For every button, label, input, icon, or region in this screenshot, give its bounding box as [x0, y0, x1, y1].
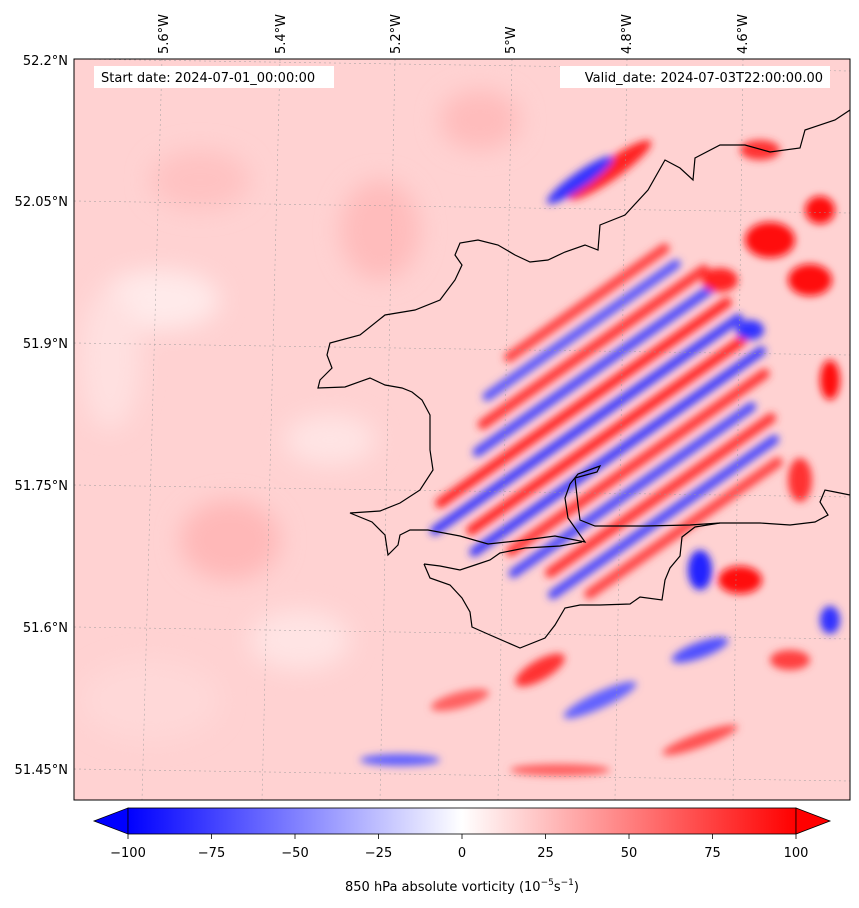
noisy-vorticity-field: [360, 140, 840, 776]
lon-tick-label: 4.8°W: [620, 14, 635, 54]
colorbar-label-exp1: −5: [541, 878, 554, 888]
map-frame: [73, 58, 851, 801]
start-date-text: Start date: 2024-07-01_00:00:00: [101, 71, 315, 86]
coastlines: [317, 109, 850, 649]
longitude-tick-labels: 5.6°W 5.4°W 5.2°W 5°W 4.8°W 4.6°W: [157, 14, 751, 54]
colorbar-tick-label: 0: [458, 846, 466, 861]
colorbar-gradient: [127, 807, 797, 835]
lat-tick-label: 51.75°N: [15, 479, 68, 494]
lon-tick-label: 5.6°W: [157, 14, 172, 54]
colorbar-tick-label: −50: [281, 846, 308, 861]
colorbar-ticks: [127, 834, 797, 839]
colorbar-label-end: ): [574, 880, 579, 895]
colorbar-tick-label: 50: [621, 846, 638, 861]
lat-tick-label: 51.9°N: [23, 337, 68, 352]
colorbar-min-extend: [92, 807, 129, 835]
colorbar-max-extend: [795, 807, 832, 835]
info-box-valid: Valid_date: 2024-07-03T22:00:00.00: [560, 66, 830, 88]
lat-tick-label: 51.45°N: [15, 763, 68, 778]
map-panel: Start date: 2024-07-01_00:00:00 Valid_da…: [73, 58, 851, 801]
colorbar-label-exp2: −1: [561, 878, 574, 888]
colorbar-tick-label: −100: [110, 846, 146, 861]
colorbar-label: 850 hPa absolute vorticity (10−5s−1): [345, 878, 579, 895]
lon-tick-label: 5°W: [504, 26, 519, 54]
colorbar: −100 −75 −50 −25 0 25 50 75 100 850 hPa …: [92, 807, 832, 895]
smooth-vorticity-field: [80, 90, 520, 740]
colorbar-tick-label: 75: [704, 846, 721, 861]
lon-tick-label: 5.4°W: [274, 14, 289, 54]
colorbar-label-mid: s: [554, 880, 561, 895]
lat-tick-label: 51.6°N: [23, 621, 68, 636]
colorbar-tick-label: 100: [784, 846, 809, 861]
info-box-start: Start date: 2024-07-01_00:00:00: [94, 66, 334, 88]
colorbar-tick-labels: −100 −75 −50 −25 0 25 50 75 100: [110, 846, 808, 861]
valid-date-text: Valid_date: 2024-07-03T22:00:00.00: [585, 71, 823, 86]
lat-tick-label: 52.05°N: [15, 195, 68, 210]
colorbar-tick-label: 25: [537, 846, 554, 861]
colorbar-label-main: 850 hPa absolute vorticity (10: [345, 880, 541, 895]
lon-tick-label: 5.2°W: [389, 14, 404, 54]
latitude-tick-labels: 52.2°N 52.05°N 51.9°N 51.75°N 51.6°N 51.…: [15, 54, 68, 778]
colorbar-tick-label: −25: [365, 846, 392, 861]
colorbar-tick-label: −75: [198, 846, 225, 861]
lat-tick-label: 52.2°N: [23, 54, 68, 69]
lon-tick-label: 4.6°W: [736, 14, 751, 54]
